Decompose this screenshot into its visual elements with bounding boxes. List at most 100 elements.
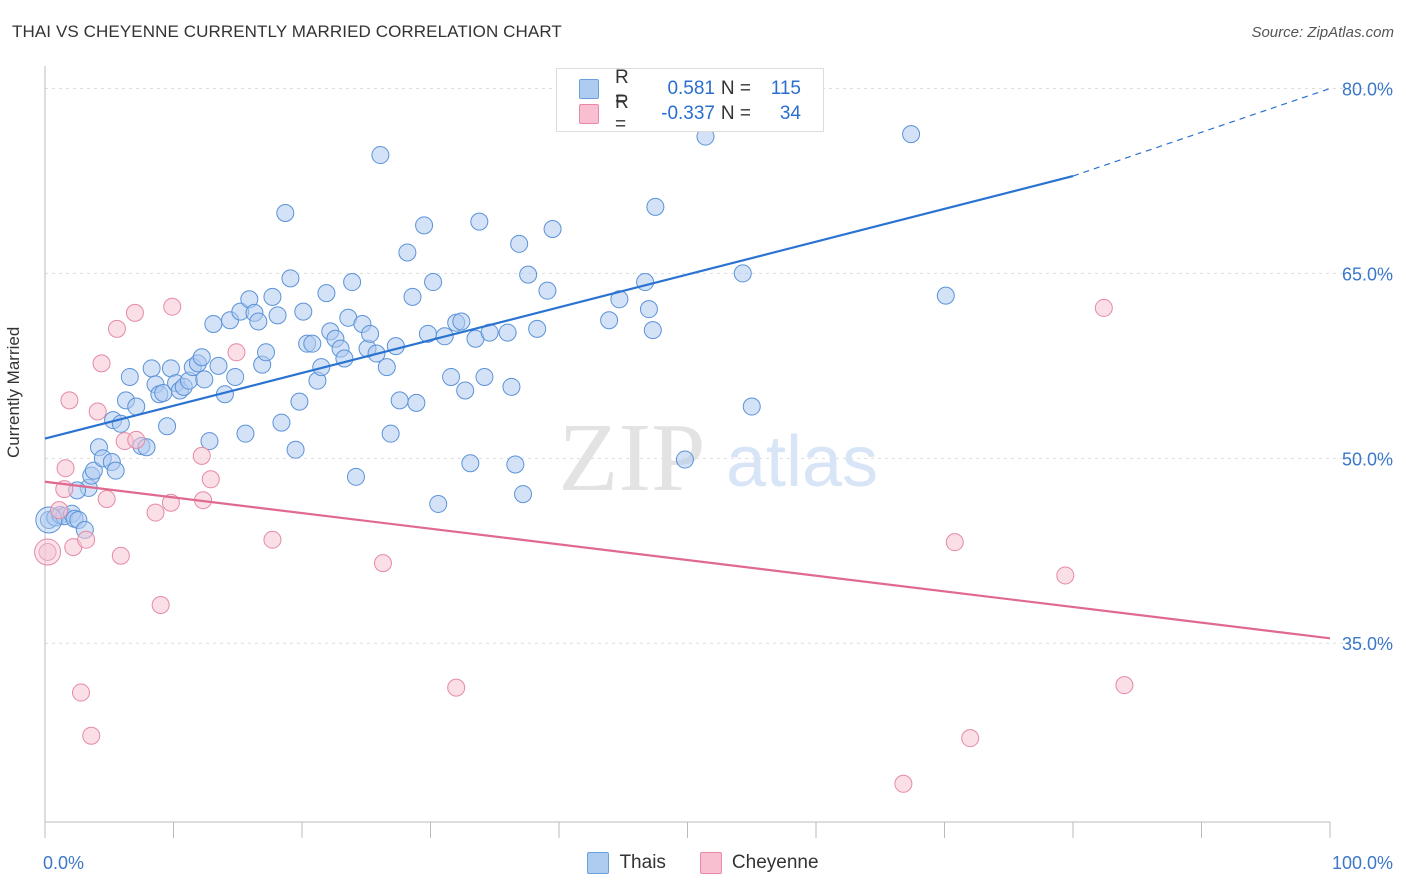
legend-item-thais: Thais — [587, 852, 666, 874]
data-point-cheyenne — [447, 678, 466, 697]
data-point-thais — [675, 450, 694, 469]
data-point-thais — [528, 319, 547, 338]
data-point-cheyenne — [60, 391, 79, 410]
data-point-cheyenne — [151, 596, 170, 615]
data-point-thais — [127, 397, 146, 416]
data-point-cheyenne — [111, 546, 130, 565]
data-point-cheyenne — [146, 503, 165, 522]
data-point-thais — [502, 377, 521, 396]
series-cheyenne — [34, 297, 1134, 793]
tick-labels: 80.0% 65.0% 50.0% 35.0% 0.0% 100.0% — [43, 79, 1393, 873]
data-point-thais — [294, 302, 313, 321]
data-point-thais — [600, 311, 619, 330]
y-axis-label: Currently Married — [4, 326, 23, 458]
data-point-cheyenne — [945, 533, 964, 552]
data-point-thais — [303, 334, 322, 353]
data-point-cheyenne — [50, 501, 69, 520]
data-point-thais — [936, 286, 955, 305]
legend-swatch-thais — [587, 852, 610, 874]
data-point-thais — [902, 125, 921, 144]
data-point-thais — [200, 432, 219, 451]
data-point-thais — [317, 284, 336, 303]
data-point-cheyenne — [56, 459, 75, 478]
data-point-thais — [290, 392, 309, 411]
data-point-thais — [646, 197, 665, 216]
legend-n-value: 34 — [779, 103, 801, 124]
y-tick-label: 50.0% — [1342, 449, 1393, 469]
legend-item-cheyenne: Cheyenne — [699, 852, 819, 874]
data-point-thais — [639, 300, 658, 319]
data-point-cheyenne — [192, 446, 211, 465]
data-point-thais — [84, 461, 103, 480]
data-point-thais — [742, 397, 761, 416]
legend-n-label: N = — [720, 103, 751, 124]
data-point-thais — [209, 356, 228, 375]
legend-swatch-cheyenne — [579, 104, 599, 124]
data-point-cheyenne — [38, 543, 57, 562]
data-point-thais — [226, 367, 245, 386]
data-point-cheyenne — [227, 343, 246, 362]
data-point-thais — [407, 393, 426, 412]
data-point-cheyenne — [961, 729, 980, 748]
data-point-cheyenne — [107, 319, 126, 338]
legend-n-value: 115 — [770, 78, 801, 99]
data-point-thais — [456, 381, 475, 400]
data-point-cheyenne — [77, 530, 96, 549]
series-legend: Thais Cheyenne — [0, 852, 1406, 874]
data-point-thais — [498, 323, 517, 342]
data-point-thais — [470, 212, 489, 231]
data-point-thais — [510, 234, 529, 253]
trend-line-thais-extension — [1072, 87, 1331, 177]
legend-row-cheyenne: R = -0.337 N = 34 — [579, 92, 801, 135]
data-point-cheyenne — [263, 530, 282, 549]
data-point-thais — [424, 273, 443, 292]
data-point-thais — [636, 273, 655, 292]
data-point-cheyenne — [1094, 298, 1113, 317]
data-point-cheyenne — [894, 774, 913, 793]
data-point-cheyenne — [1115, 676, 1134, 695]
trend-lines — [44, 87, 1331, 640]
data-point-thais — [346, 467, 365, 486]
data-point-thais — [249, 312, 268, 331]
legend-label-cheyenne: Cheyenne — [731, 852, 819, 873]
data-point-cheyenne — [201, 470, 220, 489]
x-tick-label: 100.0% — [1332, 853, 1393, 873]
data-point-thais — [543, 220, 562, 239]
y-tick-label: 35.0% — [1342, 634, 1393, 654]
data-point-thais — [120, 367, 139, 386]
data-point-thais — [403, 287, 422, 306]
data-point-cheyenne — [1056, 566, 1075, 585]
data-point-thais — [415, 216, 434, 235]
data-point-cheyenne — [127, 430, 146, 449]
data-point-cheyenne — [82, 726, 101, 745]
data-point-thais — [519, 265, 538, 284]
data-point-thais — [158, 417, 177, 436]
data-point-thais — [142, 359, 161, 378]
data-point-thais — [343, 273, 362, 292]
legend-r-value: 0.581 — [667, 78, 715, 99]
data-point-thais — [643, 321, 662, 340]
trend-line-thais — [44, 174, 1074, 440]
legend-r-label: R = — [615, 67, 629, 110]
data-point-thais — [272, 413, 291, 432]
data-point-cheyenne — [163, 297, 182, 316]
data-point-cheyenne — [97, 490, 116, 509]
watermark-atlas: atlas — [726, 422, 878, 502]
data-point-thais — [398, 243, 417, 262]
data-point-thais — [286, 440, 305, 459]
data-point-thais — [377, 358, 396, 377]
data-point-thais — [733, 264, 752, 283]
trend-line-cheyenne — [44, 480, 1331, 640]
data-point-thais — [268, 306, 287, 325]
series-thais — [35, 125, 955, 539]
data-point-thais — [236, 424, 255, 443]
data-point-thais — [361, 324, 380, 343]
data-point-thais — [461, 454, 480, 473]
correlation-legend: R = 0.581 N = 115 R = -0.337 N = 34 — [556, 67, 824, 135]
data-point-thais — [192, 348, 211, 367]
legend-r-value: -0.337 — [661, 103, 715, 124]
data-point-thais — [371, 146, 390, 165]
axes — [44, 66, 1331, 838]
legend-swatch-cheyenne — [699, 852, 722, 874]
data-point-thais — [204, 314, 223, 333]
